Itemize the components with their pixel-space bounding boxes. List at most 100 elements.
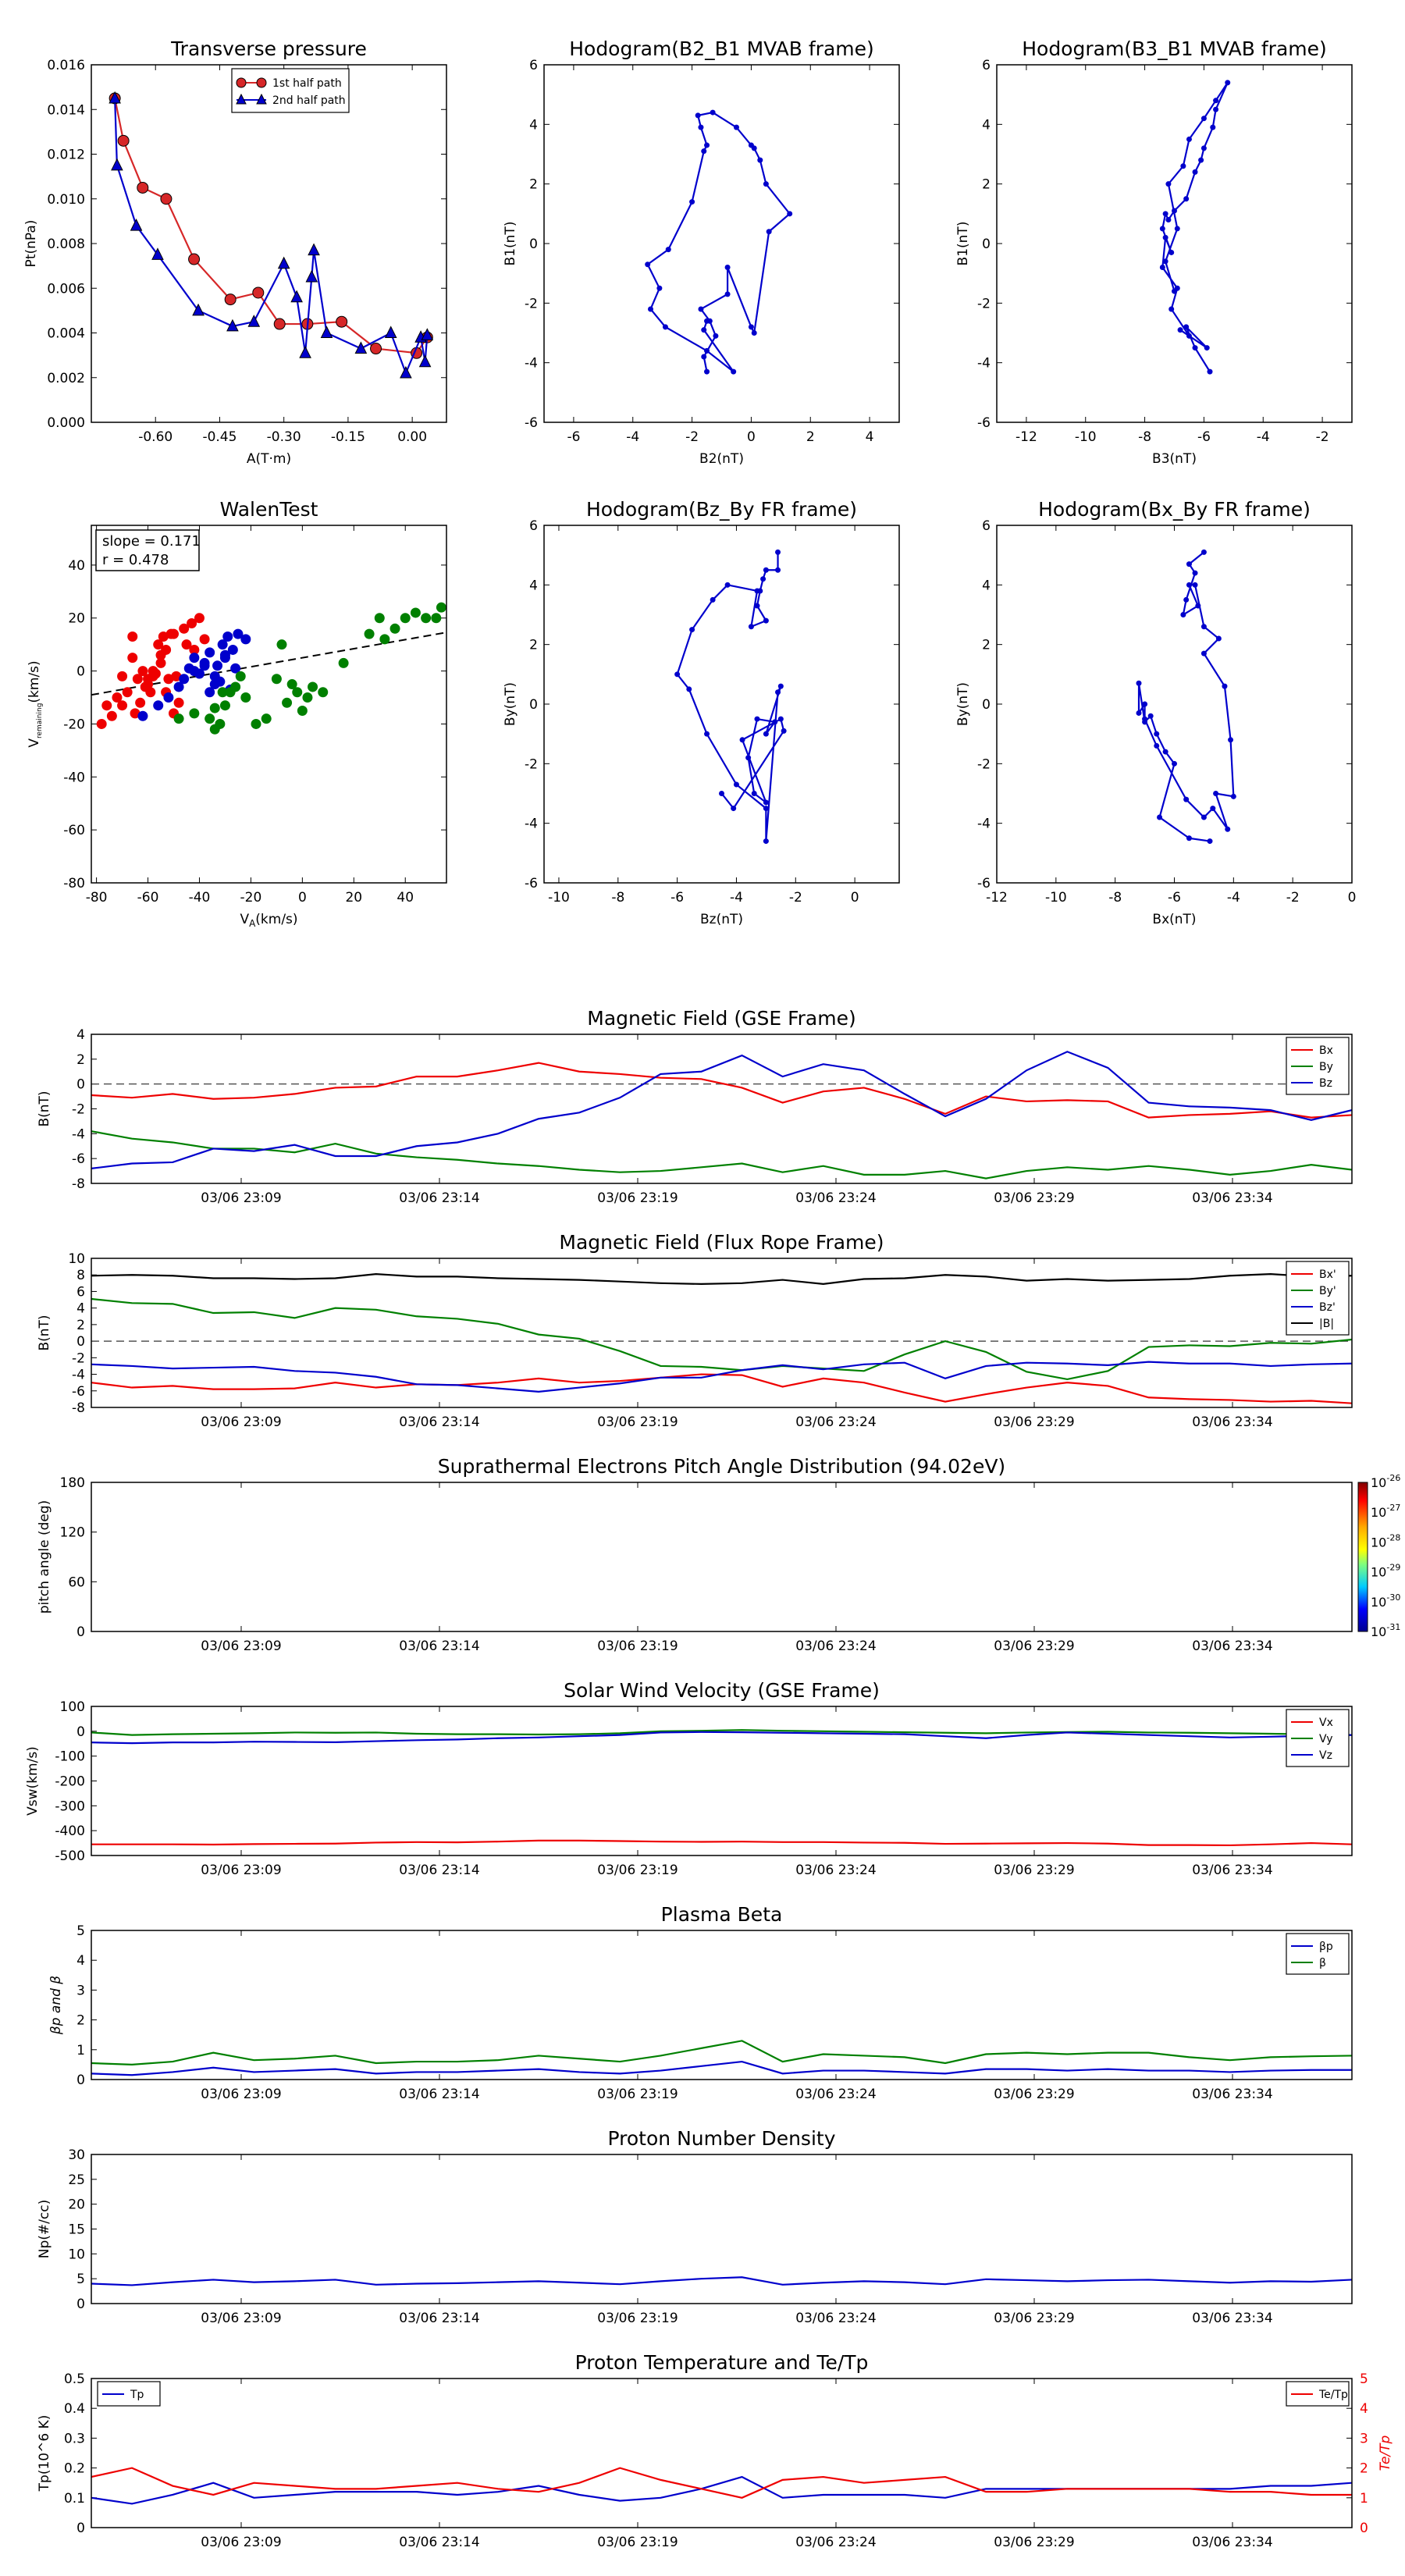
data-marker xyxy=(777,683,784,689)
ts_tp-title: Proton Temperature and Te/Tp xyxy=(575,2351,869,2374)
data-point xyxy=(400,613,411,624)
y-tick-label: 0 xyxy=(76,2521,85,2536)
data-marker xyxy=(299,346,311,358)
legend-label: Bx' xyxy=(1319,1268,1336,1281)
y-tick-label: 2 xyxy=(529,177,538,193)
ts_beta-plot-area xyxy=(91,2040,1352,2076)
ts_vsw-frame xyxy=(91,1706,1353,1856)
data-marker xyxy=(111,158,123,171)
Np-line xyxy=(91,2276,1352,2286)
x-tick-label: 03/06 23:24 xyxy=(795,1414,876,1430)
data-marker xyxy=(1192,582,1198,588)
y-axis-label: Np(#/cc) xyxy=(37,2200,52,2258)
ts_np-frame xyxy=(91,2154,1353,2304)
x-tick-label: 0.00 xyxy=(397,429,427,445)
x-tick-label: -10 xyxy=(1045,890,1067,906)
x-tick-label: -0.60 xyxy=(138,429,173,445)
data-marker xyxy=(308,243,320,256)
data-marker xyxy=(733,124,739,130)
legend-marker xyxy=(236,77,247,88)
data-marker xyxy=(1172,288,1177,294)
data-marker xyxy=(247,315,261,327)
ts_tp-frame xyxy=(91,2378,1353,2528)
y-axis-label-unit: (km/s) xyxy=(27,660,42,703)
legend-label: By' xyxy=(1319,1285,1336,1297)
data-marker xyxy=(192,303,205,316)
data-point xyxy=(179,674,190,685)
1st-half-path-line xyxy=(114,98,429,354)
data-marker xyxy=(766,229,772,235)
y2-axis-label: Te/Tp xyxy=(1378,2435,1393,2471)
data-marker xyxy=(754,716,760,722)
x-tick-label: 03/06 23:29 xyxy=(994,1863,1074,1878)
data-point xyxy=(106,710,117,721)
Vz-line xyxy=(91,1731,1352,1745)
y-tick-label: -6 xyxy=(72,1151,85,1167)
data-marker xyxy=(751,330,757,336)
x-tick-label: 03/06 23:14 xyxy=(399,2311,479,2326)
data-point xyxy=(261,713,272,724)
path-line xyxy=(646,111,791,372)
data-marker xyxy=(1168,249,1175,255)
data-point xyxy=(117,700,128,711)
data-marker xyxy=(117,134,130,147)
colorbar-exp: -28 xyxy=(1386,1532,1400,1542)
walen-title: WalenTest xyxy=(220,498,318,521)
data-marker xyxy=(763,181,769,187)
data-point xyxy=(235,671,246,681)
data-marker xyxy=(645,262,651,268)
y-tick-label: 0 xyxy=(76,1334,85,1350)
h1-frame xyxy=(543,64,900,423)
x-tick-label: 03/06 23:19 xyxy=(597,1863,678,1878)
data-marker xyxy=(763,567,769,573)
data-marker xyxy=(1230,793,1236,799)
y-axis-label: βp and β xyxy=(48,1976,64,2035)
data-point xyxy=(410,607,421,618)
data-point xyxy=(227,644,238,655)
legend: Bx By Bz xyxy=(1286,1037,1350,1095)
y-tick-label: 3 xyxy=(76,1983,85,1998)
data-point xyxy=(199,660,210,671)
x-tick-label: 03/06 23:24 xyxy=(795,2311,876,2326)
data-point xyxy=(135,697,146,708)
data-marker xyxy=(226,318,239,332)
data-marker xyxy=(400,365,412,379)
annotation-frame xyxy=(95,529,200,571)
x-tick-label: 03/06 23:34 xyxy=(1192,1638,1272,1654)
y-tick-label: 20 xyxy=(68,611,85,627)
legend-label: βp xyxy=(1319,1941,1333,1953)
y-axis-label-sub: remaining xyxy=(36,703,44,738)
data-marker xyxy=(689,199,695,205)
data-marker xyxy=(1180,612,1186,617)
data-marker xyxy=(763,617,769,624)
data-marker xyxy=(665,247,671,253)
x-tick-label: -0.15 xyxy=(331,429,365,445)
h4-frame xyxy=(996,525,1353,884)
data-marker xyxy=(724,582,731,588)
y-tick-label: -2 xyxy=(525,296,538,311)
ts_tp-chart: Proton Temperature and Te/Tp 03/06 23:09 0… xyxy=(37,2351,1393,2550)
colorbar-exp: -29 xyxy=(1386,1563,1400,1573)
data-marker xyxy=(656,285,663,291)
x-tick-label: -2 xyxy=(1286,890,1300,906)
data-point xyxy=(338,657,349,668)
data-marker xyxy=(724,291,731,297)
h1-plot-area xyxy=(645,109,793,375)
x-tick-label: 03/06 23:19 xyxy=(597,1638,678,1654)
x-tick-label: -4 xyxy=(730,890,743,906)
ts_beta-title: Plasma Beta xyxy=(661,1903,783,1926)
colorbar-label: 10-26 xyxy=(1371,1473,1400,1490)
x-tick-label: 03/06 23:14 xyxy=(399,1638,479,1654)
ts_mag_gse-title: Magnetic Field (GSE Frame) xyxy=(587,1007,855,1030)
y-tick-label: 30 xyxy=(68,2147,85,2163)
data-point xyxy=(230,663,241,674)
data-marker xyxy=(1225,826,1231,832)
data-marker xyxy=(775,549,781,555)
data-marker xyxy=(1162,258,1168,265)
data-marker xyxy=(1186,835,1192,841)
y-tick-label: 0.002 xyxy=(47,371,85,386)
data-marker xyxy=(763,806,769,812)
y-tick-label: 0.016 xyxy=(47,58,85,73)
ts_vsw-title: Solar Wind Velocity (GSE Frame) xyxy=(564,1679,880,1702)
data-point xyxy=(240,634,251,645)
